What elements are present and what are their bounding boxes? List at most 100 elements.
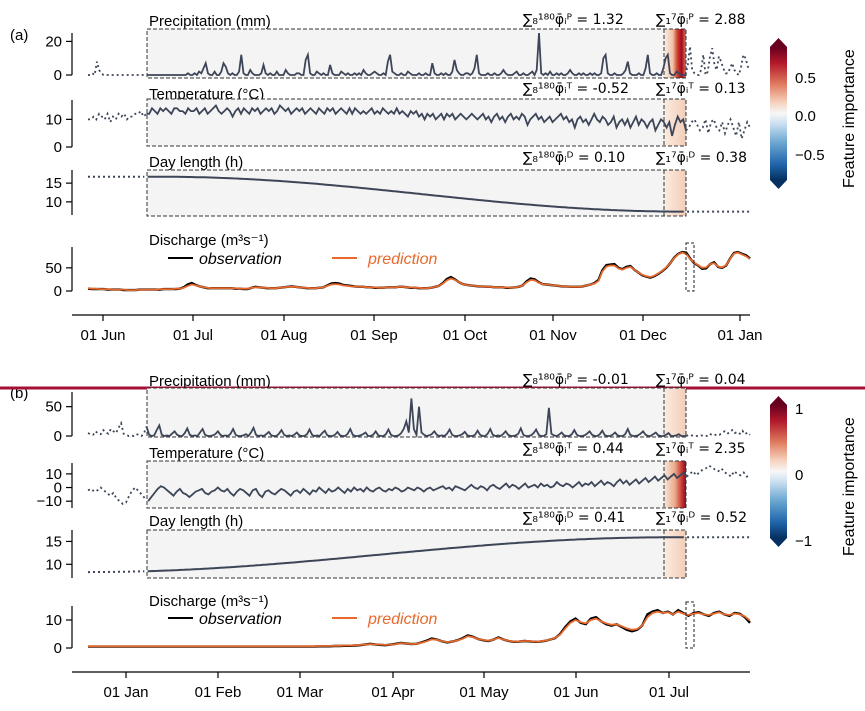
a-day-title: Day length (h) <box>149 154 243 171</box>
b-box-bg-2 <box>147 530 686 578</box>
a-xtick-label-1: 01 Jul <box>173 327 213 344</box>
b-ytick-label-2-0: 10 <box>45 556 62 573</box>
a-xtick-label-5: 01 Nov <box>529 327 577 344</box>
b-target-box <box>685 601 695 649</box>
b-day-dotted-left <box>88 570 145 574</box>
b-discharge-title: Discharge (m³s⁻¹) <box>149 593 269 610</box>
b-ytick-label-2-1: 15 <box>45 533 62 550</box>
b-discharge-prediction <box>88 610 751 648</box>
b-ytick-label-0-0: 0 <box>54 428 62 445</box>
a-ytick-label-3-0: 0 <box>54 283 62 300</box>
b-ytick-label-3-0: 0 <box>54 640 62 657</box>
colorbar-b-tick-0: 1 <box>795 401 803 418</box>
b-temp-sum-short: ∑₁⁷φ̄ᵢᵀ = 2.35 <box>656 441 746 457</box>
a-box-bg-0 <box>147 29 686 78</box>
a-xtick-label-7: 01 Jan <box>717 327 762 344</box>
a-precip-sum-long: ∑₈¹⁸⁰φ̄ᵢᴾ = 1.32 <box>523 12 624 28</box>
a-precip-title: Precipitation (mm) <box>149 13 271 30</box>
colorbar-b-title: Feature importance <box>841 417 858 556</box>
a-day-sum-long: ∑₈¹⁸⁰φ̄ᵢᴰ = 0.10 <box>523 150 625 166</box>
a-day-sum-short: ∑₁⁷φ̄ᵢᴰ = 0.38 <box>656 150 747 166</box>
colorbar-a-title: Feature importance <box>841 49 858 188</box>
a-series-dotted-right-0 <box>684 46 751 78</box>
colorbar-b-bottom-cap <box>770 538 787 547</box>
b-box-outline-1 <box>146 460 687 509</box>
b-series-dotted-right-0 <box>685 428 751 437</box>
a-ytick-label-1-0: 0 <box>54 139 62 156</box>
a-series-line-1 <box>146 103 687 137</box>
b-xtick-label-2: 01 Mar <box>277 684 324 701</box>
panel-label-a: (a) <box>10 27 28 44</box>
b-precip-sum-long: ∑₈¹⁸⁰φ̄ᵢᴾ = -0.01 <box>523 372 629 388</box>
b-ytick-label-0-1: 50 <box>45 399 62 416</box>
a-series-dotted-left-1 <box>88 109 148 125</box>
colorbar-a-tick-1: 0.0 <box>795 108 816 125</box>
a-legend-obs-label: observation <box>199 251 282 268</box>
b-xtick-label-1: 01 Feb <box>195 684 242 701</box>
b-xtick-label-4: 01 May <box>459 684 509 701</box>
colorbar-b: 1 0 −1 Feature importance <box>770 396 858 556</box>
a-xtick-label-4: 01 Oct <box>443 327 488 344</box>
b-precip-title: Precipitation (mm) <box>149 373 271 390</box>
a-series-dotted-right-1 <box>685 115 751 140</box>
b-series-line-0 <box>145 398 687 439</box>
a-box-hot-2 <box>664 170 686 216</box>
b-xtick-label-3: 01 Apr <box>371 684 414 701</box>
b-series-dotted-left-1 <box>87 486 146 505</box>
b-xtick-label-6: 01 Jul <box>649 684 689 701</box>
b-precip-sum-short: ∑₁⁷φ̄ᵢᴾ = 0.04 <box>656 372 746 388</box>
colorbar-a-top-cap <box>770 38 787 47</box>
a-day-line <box>147 175 684 213</box>
b-day-title: Day length (h) <box>149 513 243 530</box>
b-series-dotted-right-1 <box>686 464 751 478</box>
b-box-hot-0 <box>664 388 686 437</box>
b-box-hot-1 <box>664 461 686 508</box>
b-ytick-label-3-1: 10 <box>45 612 62 629</box>
b-day-sum-long: ∑₈¹⁸⁰φ̄ᵢᴰ = 0.41 <box>523 510 625 526</box>
a-ytick-label-3-1: 50 <box>45 260 62 277</box>
b-day-line <box>147 536 684 573</box>
a-precip-sum-short: ∑₁⁷φ̄ᵢᴾ = 2.88 <box>656 12 746 28</box>
a-ytick-label-0-1: 20 <box>45 33 62 50</box>
a-xtick-label-6: 01 Dec <box>619 327 667 344</box>
b-series-dotted-left-0 <box>87 420 148 438</box>
colorbar-b-bar <box>770 405 787 538</box>
b-series-line-1 <box>147 471 688 502</box>
a-target-box <box>685 242 695 292</box>
b-ytick-label-1-1: 0 <box>54 480 62 497</box>
b-day-sum-short: ∑₁⁷φ̄ᵢᴰ = 0.52 <box>656 510 747 526</box>
a-discharge-title: Discharge (m³s⁻¹) <box>149 232 269 249</box>
a-ytick-label-0-0: 0 <box>54 67 62 84</box>
a-series-dotted-left-0 <box>88 61 148 77</box>
a-ytick-label-1-1: 10 <box>45 111 62 128</box>
colorbar-a-bar <box>770 47 787 180</box>
b-legend-obs-label: observation <box>199 611 282 628</box>
colorbar-a-bottom-cap <box>770 180 787 189</box>
b-xtick-label-0: 01 Jan <box>103 684 148 701</box>
colorbar-a: 0.5 0.0 −0.5 Feature importance <box>770 38 858 189</box>
a-ytick-label-2-1: 15 <box>45 175 62 192</box>
a-xtick-label-3: 01 Sep <box>350 327 398 344</box>
a-box-outline-2 <box>146 169 687 217</box>
a-box-bg-1 <box>147 99 686 146</box>
a-box-outline-1 <box>146 98 687 147</box>
colorbar-a-tick-0: 0.5 <box>795 70 816 87</box>
b-box-hot-2 <box>664 530 686 578</box>
b-ytick-label-1-0: −10 <box>37 493 62 510</box>
a-legend-pred-label: prediction <box>367 251 437 268</box>
a-series-line-0 <box>148 32 686 77</box>
b-box-outline-2 <box>146 529 687 579</box>
a-ytick-label-2-0: 10 <box>45 194 62 211</box>
a-discharge-prediction <box>87 251 751 291</box>
b-temp-sum-long: ∑₈¹⁸⁰φ̄ᵢᵀ = 0.44 <box>523 441 624 457</box>
a-temp-sum-long: ∑₈¹⁸⁰φ̄ᵢᵀ = -0.52 <box>523 81 629 97</box>
b-ytick-label-1-2: 10 <box>45 466 62 483</box>
b-legend-pred-label: prediction <box>367 611 437 628</box>
b-xtick-label-5: 01 Jun <box>553 684 598 701</box>
a-xtick-label-2: 01 Aug <box>261 327 308 344</box>
colorbar-b-top-cap <box>770 396 787 405</box>
a-box-hot-0 <box>664 29 686 78</box>
panel-b: Precipitation (mm) ∑₈¹⁸⁰φ̄ᵢᴾ = -0.01 ∑₁⁷… <box>37 372 751 701</box>
colorbar-b-tick-2: −1 <box>795 533 812 550</box>
